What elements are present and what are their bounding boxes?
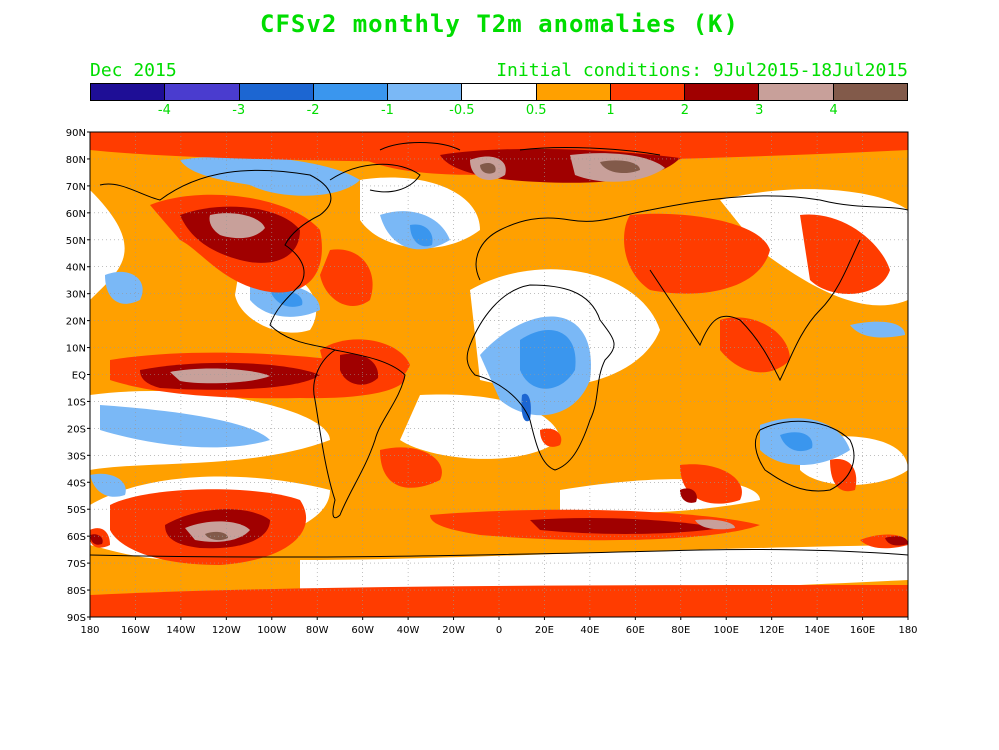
colorbar-segment [536,84,611,100]
longitude-labels: 180 160W 140W 120W 100W 80W 60W 40W 20W 0 20E 40E 60… [80,625,917,636]
initial-conditions-label: Initial conditions: 9Jul2015-18Jul2015 [496,60,908,81]
valid-month-label: Dec 2015 [90,60,177,81]
latitude-label: 70N [66,182,86,193]
longitude-label: 100W [257,625,286,636]
longitude-label: 180 [898,625,917,636]
colorbar-label: 1 [606,103,615,118]
colorbar-label: 3 [755,103,764,118]
longitude-label: 120E [759,625,784,636]
longitude-label: 60E [626,625,645,636]
colorbar-segment [610,84,686,100]
colorbar-label: -0.5 [449,103,475,118]
colorbar-segment [833,84,907,100]
colorbar-label: 2 [680,103,690,118]
longitude-label: 120W [212,625,241,636]
latitude-label: 80N [66,155,86,166]
longitude-label: 140E [804,625,829,636]
latitude-label: 40S [67,478,86,489]
latitude-label: 90S [67,613,86,624]
longitude-label: 80E [671,625,690,636]
longitude-label: 160W [121,625,150,636]
longitude-label: 160E [850,625,875,636]
colorbar-label: 0.5 [525,103,547,118]
longitude-label: 40E [580,625,599,636]
anomaly-field [90,132,908,617]
latitude-label: 50N [66,236,86,247]
latitude-label: 30S [67,451,86,462]
colorbar-segment [759,84,834,100]
latitude-label: 90N [66,128,86,139]
colorbar-segment [165,84,240,100]
colorbar-segment [239,84,314,100]
longitude-label: 140W [166,625,195,636]
latitude-label: 30N [66,290,86,301]
colorbar-segment [91,84,166,100]
latitude-label: 10S [67,397,86,408]
colorbar-label: 4 [829,103,838,118]
longitude-label: 80W [306,625,329,636]
latitude-label: 10N [66,344,86,355]
map-title: CFSv2 monthly T2m anomalies (K) [260,10,739,38]
longitude-label: 100E [714,625,739,636]
latitude-label: EQ [72,371,86,382]
latitude-label: 60S [67,532,86,543]
latitude-label: 60N [66,209,86,220]
colorbar-segment [462,84,537,100]
colorbar [90,83,908,101]
latitude-label: 70S [67,559,86,570]
longitude-label: 40W [397,625,420,636]
colorbar-segment [685,84,760,100]
latitude-label: 50S [67,505,86,516]
longitude-label: 180 [80,625,99,636]
latitude-label: 20S [67,424,86,435]
colorbar-labels: -4 -3 -2 -1 -0.5 0.5 1 2 3 4 [90,103,908,121]
longitude-label: 20E [535,625,554,636]
longitude-label: 20W [442,625,465,636]
longitude-label: 60W [351,625,374,636]
latitude-label: 40N [66,263,86,274]
colorbar-segment [313,84,389,100]
longitude-label: 0 [496,625,502,636]
colorbar-segment [388,84,463,100]
coastlines [90,142,908,558]
colorbar-label: -3 [232,103,246,118]
latitude-labels: 90N 80N 70N 60N 50N 40N 30N 20N 10N EQ 10S 20S 30S 40… [66,128,86,624]
latitude-label: 80S [67,586,86,597]
colorbar-label: -2 [306,103,320,118]
colorbar-label: -4 [157,103,171,118]
latitude-label: 20N [66,317,86,328]
colorbar-label: -1 [380,103,394,118]
